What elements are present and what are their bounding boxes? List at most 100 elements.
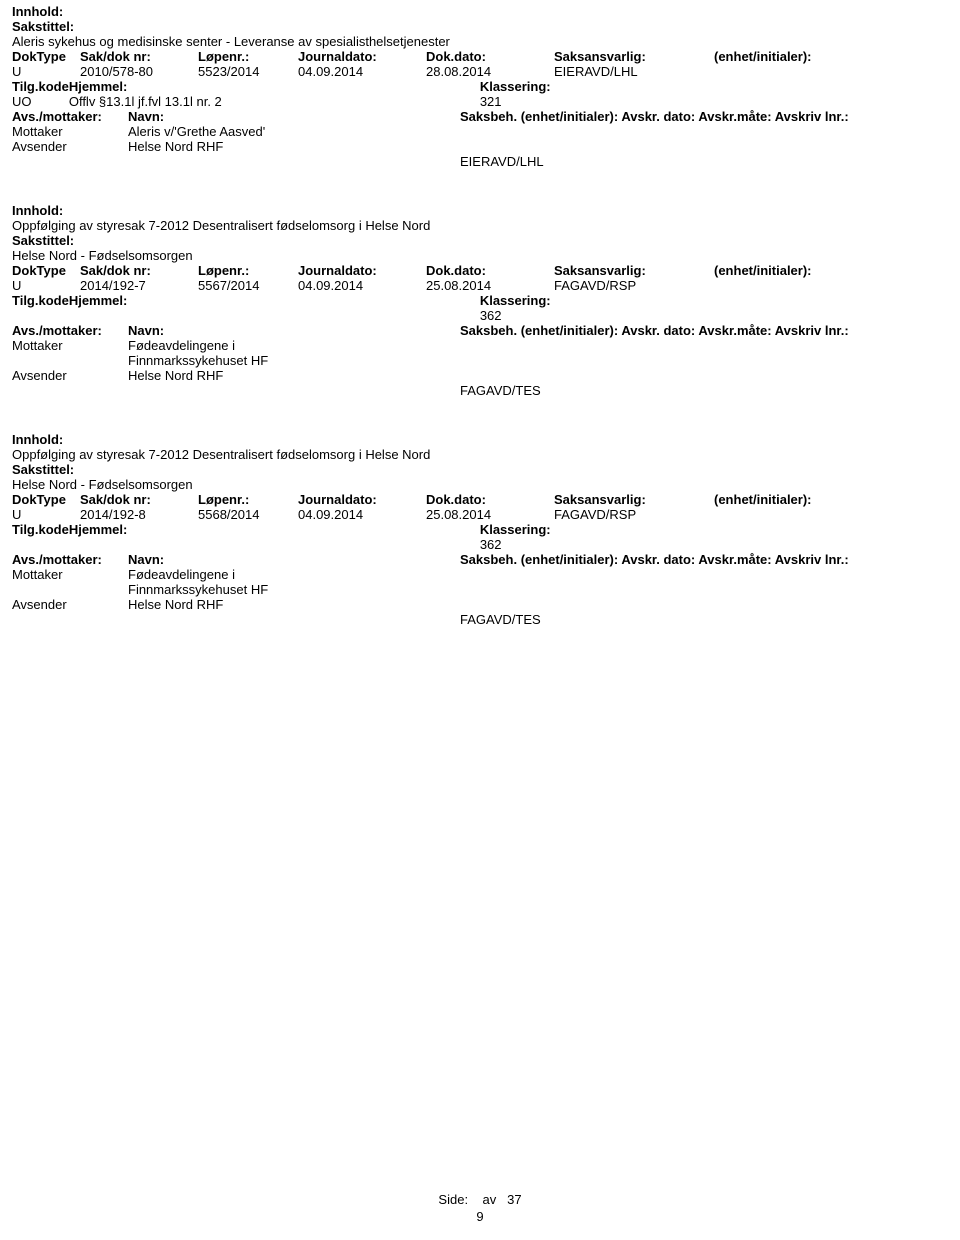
party-role — [12, 582, 128, 597]
parties-header: Avs./mottaker: Navn: Saksbeh. (enhet/ini… — [12, 323, 880, 338]
col-doktype: DokType — [12, 263, 80, 278]
col-tilgkode: Tilg.kode — [12, 79, 69, 94]
party-handler — [460, 338, 880, 353]
sakstittel-text: Helse Nord - Fødselsomsorgen — [12, 248, 948, 263]
party-name: Helse Nord RHF — [128, 597, 460, 612]
innhold-text: Oppfølging av styresak 7-2012 Desentrali… — [12, 447, 948, 462]
val-sansv: FAGAVD/RSP — [554, 507, 714, 522]
col-init: (enhet/initialer): — [714, 49, 874, 64]
party-name: Aleris v/'Grethe Aasved' — [128, 124, 460, 139]
col-tilgkode: Tilg.kode — [12, 522, 69, 537]
col-ddato: Dok.dato: — [426, 49, 554, 64]
party-handler — [460, 368, 880, 383]
col-sakdok: Sak/dok nr: — [80, 492, 198, 507]
col-jdato: Journaldato: — [298, 492, 426, 507]
val-lopenr: 5567/2014 — [198, 278, 298, 293]
party-handler: FAGAVD/TES — [460, 383, 880, 398]
sakstittel-label: Sakstittel: — [12, 462, 948, 477]
party-handler — [460, 597, 880, 612]
val-init — [714, 507, 874, 522]
innhold-label: Innhold: — [12, 4, 948, 19]
record-header-table: DokType Sak/dok nr: Løpenr.: Journaldato… — [12, 49, 874, 79]
party-name — [128, 154, 460, 169]
party-handler — [460, 567, 880, 582]
party-role: Avsender — [12, 139, 128, 154]
val-doktype: U — [12, 64, 80, 79]
col-sansv: Saksansvarlig: — [554, 492, 714, 507]
sakstittel-text: Helse Nord - Fødselsomsorgen — [12, 477, 948, 492]
journal-entry: Innhold: Sakstittel: Aleris sykehus og m… — [12, 4, 948, 169]
val-init — [714, 278, 874, 293]
journal-entry: Innhold: Oppfølging av styresak 7-2012 D… — [12, 203, 948, 398]
col-sansv: Saksansvarlig: — [554, 263, 714, 278]
party-handler — [460, 124, 880, 139]
val-init — [714, 64, 874, 79]
party-name: Finnmarkssykehuset HF — [128, 582, 460, 597]
party-role — [12, 383, 128, 398]
party-handler — [460, 139, 880, 154]
party-handler: FAGAVD/TES — [460, 612, 880, 627]
val-ddato: 28.08.2014 — [426, 64, 554, 79]
val-tilgkode — [12, 308, 69, 323]
party-name: Helse Nord RHF — [128, 368, 460, 383]
col-hjemmel: Hjemmel: — [69, 522, 480, 537]
val-hjemmel — [69, 537, 480, 552]
col-avsmott: Avs./mottaker: — [12, 323, 128, 338]
val-sakdok: 2014/192-7 — [80, 278, 198, 293]
col-avsmott: Avs./mottaker: — [12, 552, 128, 567]
col-sakdok: Sak/dok nr: — [80, 49, 198, 64]
col-jdato: Journaldato: — [298, 49, 426, 64]
sakstittel-label: Sakstittel: — [12, 233, 948, 248]
col-klass: Klassering: — [480, 522, 780, 537]
val-klass: 362 — [480, 308, 780, 323]
col-tilgkode: Tilg.kode — [12, 293, 69, 308]
party-role: Mottaker — [12, 124, 128, 139]
tilg-table: Tilg.kode Hjemmel: Klassering: UO Offlv … — [12, 79, 780, 109]
val-ddato: 25.08.2014 — [426, 507, 554, 522]
parties-table: Mottaker Fødeavdelingene i Finnmarkssyke… — [12, 567, 880, 627]
val-jdato: 04.09.2014 — [298, 278, 426, 293]
col-saksbeh: Saksbeh. (enhet/initialer): Avskr. dato:… — [460, 552, 880, 567]
party-name — [128, 612, 460, 627]
party-name: Helse Nord RHF — [128, 139, 460, 154]
party-role — [12, 612, 128, 627]
party-role — [12, 154, 128, 169]
col-navn: Navn: — [128, 552, 460, 567]
innhold-label: Innhold: — [12, 432, 948, 447]
party-role: Mottaker — [12, 338, 128, 353]
journal-page: Innhold: Sakstittel: Aleris sykehus og m… — [0, 0, 960, 1240]
party-name: Fødeavdelingene i — [128, 567, 460, 582]
col-klass: Klassering: — [480, 293, 780, 308]
record-header-table: DokType Sak/dok nr: Løpenr.: Journaldato… — [12, 263, 874, 293]
val-jdato: 04.09.2014 — [298, 507, 426, 522]
col-klass: Klassering: — [480, 79, 780, 94]
parties-header: Avs./mottaker: Navn: Saksbeh. (enhet/ini… — [12, 109, 880, 124]
col-lopenr: Løpenr.: — [198, 492, 298, 507]
party-role: Avsender — [12, 597, 128, 612]
col-avsmott: Avs./mottaker: — [12, 109, 128, 124]
party-handler — [460, 353, 880, 368]
val-sakdok: 2010/578-80 — [80, 64, 198, 79]
val-lopenr: 5568/2014 — [198, 507, 298, 522]
page-current: 9 — [476, 1209, 483, 1224]
col-saksbeh: Saksbeh. (enhet/initialer): Avskr. dato:… — [460, 323, 880, 338]
page-footer: Side: av 37 9 — [0, 1191, 960, 1226]
av-label: av — [483, 1192, 497, 1207]
party-name: Finnmarkssykehuset HF — [128, 353, 460, 368]
val-hjemmel: Offlv §13.1l jf.fvl 13.1l nr. 2 — [69, 94, 480, 109]
col-navn: Navn: — [128, 323, 460, 338]
col-saksbeh: Saksbeh. (enhet/initialer): Avskr. dato:… — [460, 109, 880, 124]
party-role: Avsender — [12, 368, 128, 383]
col-ddato: Dok.dato: — [426, 263, 554, 278]
party-handler — [460, 582, 880, 597]
col-sakdok: Sak/dok nr: — [80, 263, 198, 278]
party-handler: EIERAVD/LHL — [460, 154, 880, 169]
party-name — [128, 383, 460, 398]
col-ddato: Dok.dato: — [426, 492, 554, 507]
col-doktype: DokType — [12, 492, 80, 507]
col-hjemmel: Hjemmel: — [69, 293, 480, 308]
val-doktype: U — [12, 507, 80, 522]
party-name: Fødeavdelingene i — [128, 338, 460, 353]
record-header-table: DokType Sak/dok nr: Løpenr.: Journaldato… — [12, 492, 874, 522]
innhold-text: Oppfølging av styresak 7-2012 Desentrali… — [12, 218, 948, 233]
